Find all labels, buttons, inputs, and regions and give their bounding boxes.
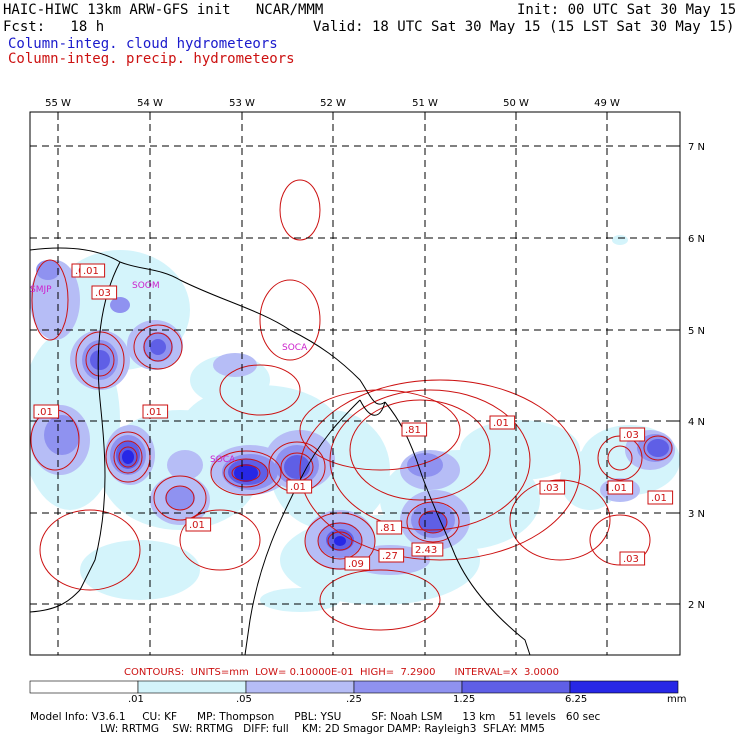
contour-label-text: .01 [611, 483, 627, 494]
colorbar-unit: mm [667, 694, 687, 705]
colorbar-swatch [353, 680, 463, 694]
colorbar-label-2: .25 [346, 694, 362, 705]
contour-label-box [185, 517, 212, 532]
lon-label-51w: 51 W [412, 98, 438, 109]
contour-label-text: .01 [493, 418, 509, 429]
contour-label-box [539, 480, 566, 495]
contour-label-text: .01 [146, 407, 162, 418]
contour-label-box [91, 285, 118, 300]
lat-label-4n: 4 N [688, 417, 705, 428]
station-label-smjp: SMJP [30, 285, 52, 295]
init-time: Init: 00 UTC Sat 30 May 15 [517, 2, 737, 18]
contour-label-text: .81 [405, 425, 421, 436]
coastline-borders [30, 247, 531, 655]
contour-label-box [411, 542, 444, 557]
lat-label-5n: 5 N [688, 326, 705, 337]
precip-hydrometeor-legend: Column-integ. precip. hydrometeors [8, 51, 295, 67]
colorbar [29, 680, 679, 694]
contour-label-box [647, 490, 674, 505]
model-info-line-1: Model Info: V3.6.1 CU: KF MP: Thompson P… [30, 711, 601, 723]
colorbar-label-4: 6.25 [565, 694, 588, 705]
lat-label-7n: 7 N [688, 142, 705, 153]
contour-label-box [401, 422, 428, 437]
station-label-soom: SOOM [132, 281, 160, 291]
product-title: HAIC-HIWC 13km ARW-GFS init NCAR/MMM [3, 2, 324, 18]
contour-label-text: .81 [380, 523, 396, 534]
contour-label-text: .09 [348, 559, 364, 570]
contour-label-box [33, 404, 60, 419]
contour-label-box [142, 404, 169, 419]
forecast-hour: Fcst: 18 h [3, 19, 105, 35]
contour-label-text: 2.43 [415, 545, 437, 556]
contour-label-box [79, 263, 106, 278]
colorbar-swatch [29, 680, 139, 694]
contour-label-box [376, 520, 403, 535]
lon-label-55w: 55 W [45, 98, 71, 109]
contour-label-box [378, 548, 405, 563]
colorbar-swatch [569, 680, 679, 694]
contour-label-box [619, 427, 646, 442]
cloud-hydrometeor-field [30, 235, 680, 612]
contour-label-text: .01 [83, 266, 99, 277]
colorbar-label-1: .05 [236, 694, 252, 705]
contour-label-box [619, 551, 646, 566]
map-frame [29, 111, 681, 656]
model-info-line-2: LW: RRTMG SW: RRTMG DIFF: full KM: 2D Sm… [30, 723, 545, 735]
colorbar-label-3: 1.25 [453, 694, 476, 705]
contour-label-text: .01 [651, 493, 667, 504]
station-label-soca-1: SOCA [282, 343, 308, 353]
frame-ticks [57, 112, 680, 605]
lon-label-52w: 52 W [320, 98, 346, 109]
contour-label-text: .03 [543, 483, 559, 494]
contour-label-box [344, 556, 371, 571]
contour-label-text: .01 [189, 520, 205, 531]
contour-value-labels: .01 .03 .01 .01 .01 .81 .01 .03 .01 .03 .01 .01 .81 2… [33, 263, 674, 571]
colorbar-swatch [137, 680, 247, 694]
colorbar-swatch [461, 680, 571, 694]
contour-label-text: .01 [290, 482, 306, 493]
station-label-soca-2: SOCA [210, 455, 236, 465]
cloud-hydrometeor-legend: Column-integ. cloud hydrometeors [8, 36, 278, 52]
contour-label-text: .03 [623, 430, 639, 441]
lon-label-49w: 49 W [594, 98, 620, 109]
lat-label-2n: 2 N [688, 600, 705, 611]
contour-label-text: .03 [623, 554, 639, 565]
contour-label-text: .01 [37, 407, 53, 418]
lon-label-50w: 50 W [503, 98, 529, 109]
graticule [30, 112, 680, 655]
valid-time: Valid: 18 UTC Sat 30 May 15 (15 LST Sat … [313, 19, 735, 35]
contour-label-box [607, 480, 634, 495]
contour-label-box [489, 415, 516, 430]
colorbar-swatch [245, 680, 355, 694]
contour-label-text: .03 [95, 288, 111, 299]
contour-info: CONTOURS: UNITS=mm LOW= 0.10000E-01 HIGH… [124, 667, 559, 678]
lon-label-54w: 54 W [137, 98, 163, 109]
lat-label-3n: 3 N [688, 509, 705, 520]
colorbar-label-0: .01 [128, 694, 144, 705]
contour-label-box [286, 479, 313, 494]
lat-label-6n: 6 N [688, 234, 705, 245]
contour-label-text: .27 [382, 551, 398, 562]
lon-label-53w: 53 W [229, 98, 255, 109]
